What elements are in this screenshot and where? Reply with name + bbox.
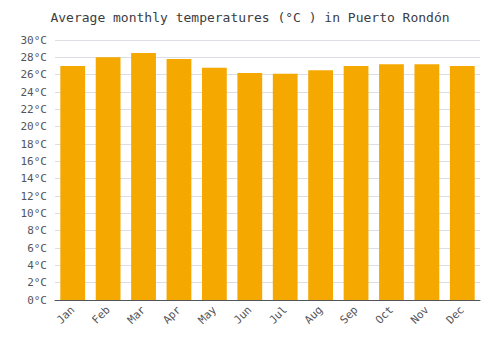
svg-text:16°C: 16°C (21, 155, 48, 168)
svg-text:Sep: Sep (337, 303, 360, 326)
svg-text:Mar: Mar (125, 303, 148, 326)
svg-text:Dec: Dec (444, 303, 467, 326)
svg-text:18°C: 18°C (21, 138, 48, 151)
svg-text:Jan: Jan (54, 303, 77, 326)
svg-text:Feb: Feb (89, 303, 112, 326)
svg-text:4°C: 4°C (27, 259, 47, 272)
svg-text:Oct: Oct (373, 303, 396, 326)
svg-text:30°C: 30°C (21, 34, 48, 47)
svg-text:Average monthly temperatures (: Average monthly temperatures (°C ) in Pu… (50, 10, 449, 25)
svg-text:22°C: 22°C (21, 103, 48, 116)
svg-text:8°C: 8°C (27, 224, 47, 237)
svg-text:26°C: 26°C (21, 68, 48, 81)
svg-text:28°C: 28°C (21, 51, 48, 64)
svg-text:Apr: Apr (160, 303, 183, 326)
svg-text:10°C: 10°C (21, 207, 48, 220)
svg-text:14°C: 14°C (21, 172, 48, 185)
svg-text:Jun: Jun (231, 303, 254, 326)
svg-text:0°C: 0°C (27, 294, 47, 307)
svg-text:May: May (196, 303, 219, 326)
svg-text:2°C: 2°C (27, 276, 47, 289)
svg-text:Jul: Jul (267, 303, 290, 326)
svg-text:Nov: Nov (408, 303, 431, 326)
svg-text:6°C: 6°C (27, 242, 47, 255)
svg-text:Aug: Aug (302, 303, 325, 326)
svg-text:24°C: 24°C (21, 86, 48, 99)
svg-text:12°C: 12°C (21, 190, 48, 203)
svg-text:20°C: 20°C (21, 120, 48, 133)
